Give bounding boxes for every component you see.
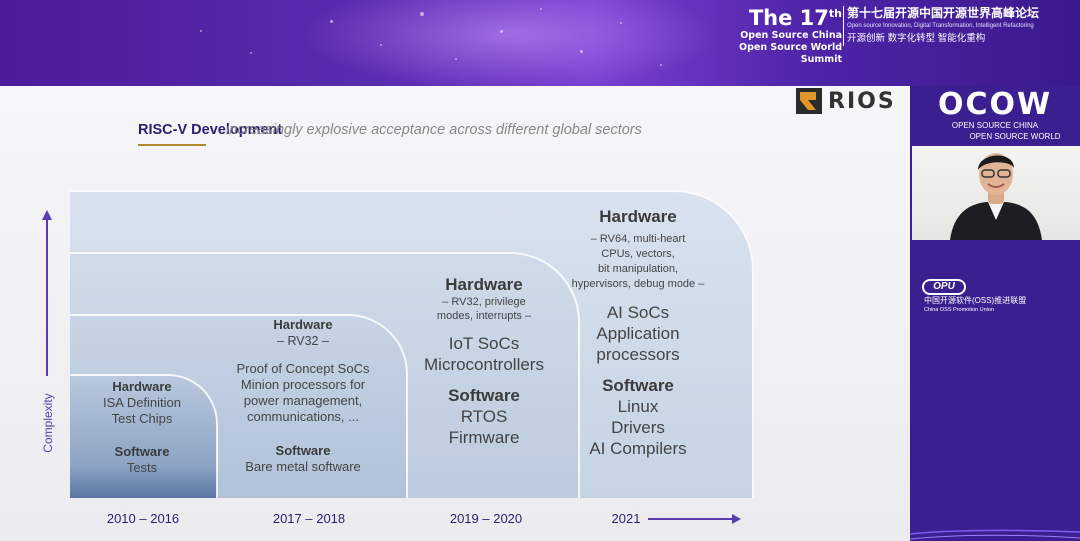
era2-content: Hardware – RV32 – Proof of Concept SoCs … [218, 317, 388, 475]
era3-hardware-detail: – RV32, privilege [442, 296, 526, 308]
era3-hardware-detail: modes, interrupts – [436, 310, 532, 322]
era3-hardware-line: Microcontrollers [424, 355, 544, 374]
era4-hardware-detail: hypervisors, debug mode – [571, 278, 705, 290]
era1-hardware-title: Hardware [112, 379, 172, 394]
rios-logo-text: RIOS [828, 89, 896, 114]
presentation-slide: RISC-V Development increasingly explosiv… [0, 86, 910, 541]
band-2010-2016 [70, 374, 218, 498]
era2-software-title: Software [275, 443, 331, 458]
era4-hardware-detail: CPUs, vectors, [601, 248, 675, 260]
ocow-logo: OCOW OPEN SOURCE CHINA OPEN SOURCE WORLD [910, 86, 1080, 142]
era2-hardware-line: Minion processors for [240, 377, 366, 392]
era4-software-title: Software [602, 376, 674, 395]
event-right-text: 第十七届开源中国开源世界高峰论坛 Open source Innovation,… [847, 5, 1077, 45]
era4-content: Hardware – RV64, multi-heart CPUs, vecto… [558, 207, 718, 459]
speaker-camera [912, 146, 1080, 240]
era-label-2010-2016: 2010 – 2016 [106, 511, 180, 526]
era4-hardware-line: processors [596, 345, 680, 364]
opu-en-name: China OSS Promotion Union [924, 307, 995, 313]
era4-software-line: AI Compilers [589, 439, 687, 458]
event-en-tagline: Open source Innovation, Digital Transfor… [847, 23, 1034, 29]
era3-hardware-title: Hardware [445, 275, 523, 294]
era-label-2019-2020: 2019 – 2020 [449, 511, 523, 526]
y-axis-line [46, 216, 48, 376]
event-line2: Open Source World Summit [739, 42, 842, 65]
y-axis-arrowhead [42, 210, 52, 220]
era3-software-title: Software [448, 386, 520, 405]
era2-hardware-detail: – RV32 – [277, 334, 329, 348]
event-cn-tagline: 开源创新 数字化转型 智能化重构 [847, 33, 986, 44]
era4-software-line: Drivers [611, 418, 665, 437]
era2-hardware-line: power management, [243, 393, 363, 408]
era2-software-line: Bare metal software [245, 459, 361, 474]
era3-hardware-line: IoT SoCs [448, 334, 520, 353]
era2-hardware-line: communications, ... [247, 409, 359, 424]
era-label-2021: 2021 [611, 511, 641, 526]
era2-hardware-title: Hardware [273, 317, 333, 332]
y-axis-label: Complexity [41, 393, 55, 453]
opu-logo-mark: OPU [922, 278, 966, 295]
era4-software-line: Linux [617, 397, 659, 416]
era1-content: Hardware ISA Definition Test Chips Softw… [80, 379, 204, 476]
era3-software-line: RTOS [460, 407, 508, 426]
event-divider [843, 6, 844, 46]
event-edition: The 17 [748, 6, 829, 30]
ocow-logo-sub2: OPEN SOURCE WORLD [969, 132, 1061, 141]
rios-logo-icon [796, 88, 822, 114]
slide-title: RISC-V Development [138, 122, 283, 138]
streak-decoration [910, 529, 1080, 540]
banner-glow [300, 0, 720, 86]
era-label-2017-2018: 2017 – 2018 [272, 511, 346, 526]
event-line1: Open Source China [740, 30, 842, 41]
event-banner: The 17th Open Source China Open Source W… [0, 0, 1080, 86]
era4-hardware-line: Application [596, 324, 680, 343]
opu-cn-name: 中国开源软件(OSS)推进联盟 [924, 296, 1027, 305]
ocow-logo-text: OCOW [937, 87, 1053, 122]
timeline-arrow-line [648, 518, 734, 520]
era1-hardware-line: ISA Definition [102, 395, 182, 410]
era1-software-title: Software [114, 444, 170, 459]
era4-hardware-title: Hardware [599, 207, 677, 226]
era2-hardware-line: Proof of Concept SoCs [236, 361, 370, 376]
era3-content: Hardware – RV32, privilege modes, interr… [404, 275, 564, 448]
era4-hardware-detail: – RV64, multi-heart [590, 233, 686, 245]
side-panel: OCOW OPEN SOURCE CHINA OPEN SOURCE WORLD… [910, 86, 1080, 541]
era4-hardware-detail: bit manipulation, [597, 263, 679, 275]
title-underline [138, 144, 206, 146]
era1-software-line: Tests [126, 460, 158, 475]
slide-subtitle: increasingly explosive acceptance across… [226, 122, 642, 138]
speaker-icon [950, 153, 1042, 240]
era3-software-line: Firmware [448, 428, 520, 447]
event-title: The 17th Open Source China Open Source W… [702, 2, 842, 66]
event-edition-suffix: th [828, 7, 842, 20]
ocow-logo-sub1: OPEN SOURCE CHINA [951, 121, 1039, 130]
opu-logo: OPU 中国开源软件(OSS)推进联盟 China OSS Promotion … [922, 278, 1072, 314]
era4-hardware-line: AI SoCs [606, 303, 670, 322]
event-cn-title: 第十七届开源中国开源世界高峰论坛 [847, 6, 1040, 20]
timeline-arrowhead [732, 514, 741, 524]
era1-hardware-line: Test Chips [111, 411, 173, 426]
